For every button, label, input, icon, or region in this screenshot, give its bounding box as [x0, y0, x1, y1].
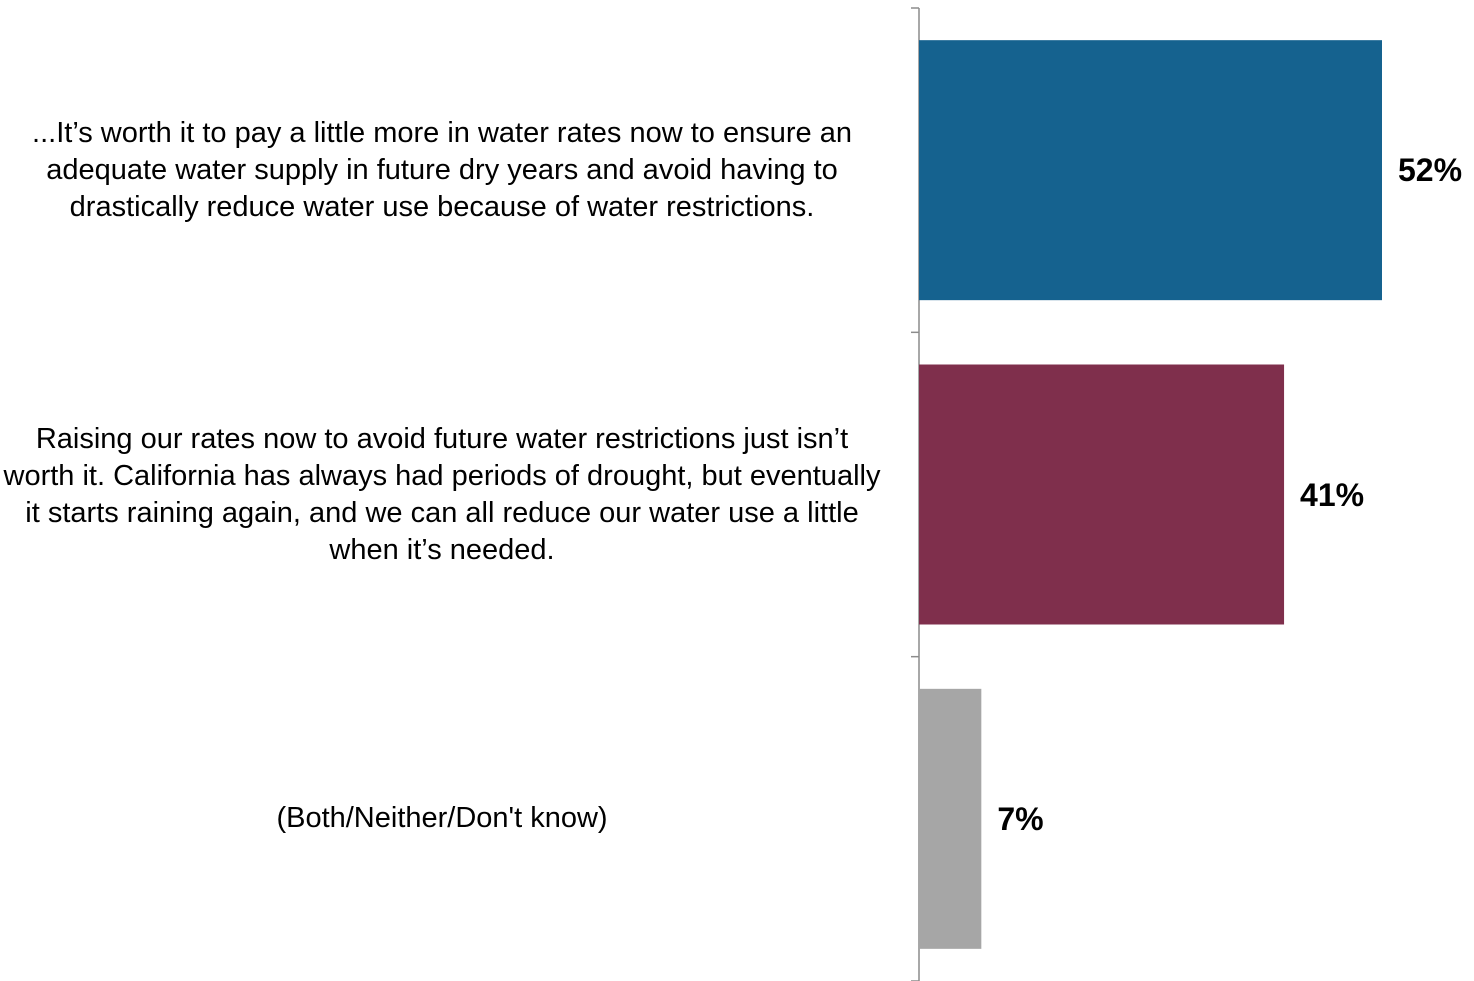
bar [919, 364, 1285, 625]
data-label: 52% [1398, 152, 1463, 189]
category-label-text: ...It’s worth it to pay a little more in… [32, 116, 852, 223]
data-label: 7% [997, 800, 1044, 837]
category-label: ...It’s worth it to pay a little more in… [0, 40, 884, 300]
category-label: Raising our rates now to avoid future wa… [0, 365, 884, 625]
category-label-text: Raising our rates now to avoid future wa… [3, 422, 881, 566]
bar [919, 40, 1382, 301]
data-label: 41% [1300, 476, 1365, 513]
bar [919, 688, 982, 949]
category-label-text: (Both/Neither/Don't know) [276, 802, 608, 835]
category-label: (Both/Neither/Don't know) [0, 689, 884, 949]
